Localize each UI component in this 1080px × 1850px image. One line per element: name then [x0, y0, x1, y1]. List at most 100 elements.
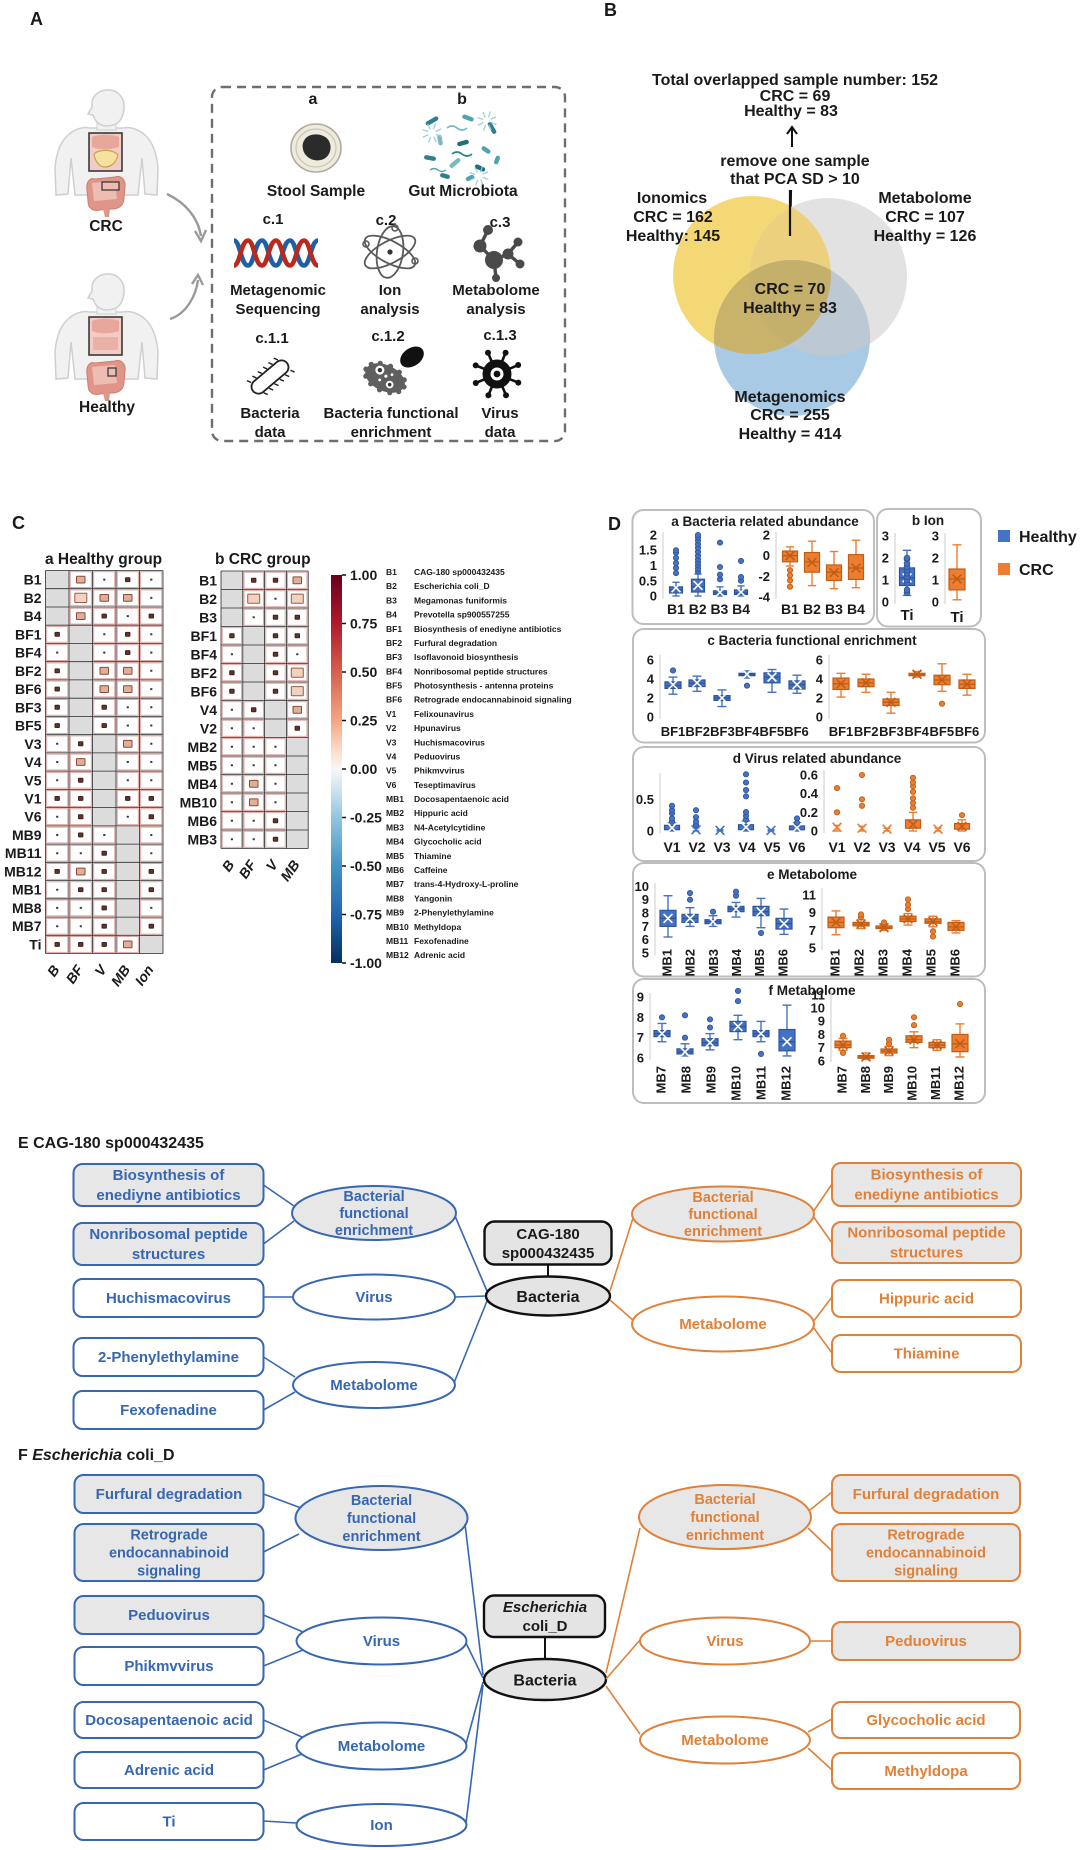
svg-text:2-Phenylethylamine: 2-Phenylethylamine: [98, 1349, 239, 1366]
svg-text:1: 1: [882, 573, 889, 588]
svg-text:V2: V2: [853, 839, 870, 855]
svg-text:-1.00: -1.00: [350, 955, 382, 971]
svg-text:2: 2: [816, 691, 823, 706]
svg-text:0: 0: [763, 548, 770, 563]
svg-text:1: 1: [650, 558, 657, 573]
svg-text:functional: functional: [339, 1206, 408, 1222]
svg-text:CRC = 255: CRC = 255: [750, 407, 830, 424]
svg-text:MB11: MB11: [753, 1066, 768, 1100]
svg-text:MB4: MB4: [729, 948, 744, 976]
svg-text:BF3: BF3: [879, 724, 904, 739]
svg-text:Glycocholic acid: Glycocholic acid: [866, 1712, 985, 1729]
svg-text:Virus: Virus: [481, 405, 518, 422]
svg-text:Nonribosomal peptide: Nonribosomal peptide: [89, 1226, 247, 1243]
svg-text:B4: B4: [732, 601, 750, 617]
svg-text:f Metabolome: f Metabolome: [768, 983, 855, 998]
svg-text:MB3: MB3: [875, 949, 890, 976]
svg-text:MB1: MB1: [827, 949, 842, 976]
svg-text:MB6: MB6: [187, 813, 217, 829]
svg-text:Adrenic acid: Adrenic acid: [414, 950, 465, 960]
svg-text:0: 0: [647, 824, 654, 839]
svg-text:8: 8: [818, 1027, 825, 1042]
svg-text:Biosynthesis of: Biosynthesis of: [113, 1167, 226, 1184]
svg-text:BF3: BF3: [15, 699, 42, 715]
svg-text:d Virus related abundance: d Virus related abundance: [733, 751, 902, 766]
svg-text:7: 7: [809, 923, 816, 938]
svg-text:Ion: Ion: [132, 962, 157, 988]
svg-text:B2: B2: [803, 601, 821, 617]
svg-text:signaling: signaling: [137, 1564, 201, 1580]
svg-text:MB4: MB4: [386, 837, 404, 847]
svg-text:MB12: MB12: [951, 1066, 966, 1101]
svg-text:c Bacteria functional enrichme: c Bacteria functional enrichment: [707, 633, 917, 648]
svg-text:a Bacteria related abundance: a Bacteria related abundance: [671, 514, 859, 529]
svg-text:Thiamine: Thiamine: [894, 1346, 960, 1363]
svg-text:7: 7: [818, 1040, 825, 1055]
svg-text:Docosapentaenoic acid: Docosapentaenoic acid: [85, 1712, 253, 1729]
svg-text:BF2: BF2: [191, 665, 218, 681]
svg-text:sp000432435: sp000432435: [502, 1245, 595, 1262]
svg-text:6: 6: [818, 1053, 825, 1068]
svg-text:6: 6: [637, 1051, 644, 1066]
svg-text:Furfural degradation: Furfural degradation: [853, 1486, 1000, 1503]
svg-text:MB7: MB7: [12, 918, 42, 934]
svg-text:0.4: 0.4: [800, 786, 819, 801]
svg-text:1.00: 1.00: [350, 567, 377, 583]
svg-text:Isoflavonoid biosynthesis: Isoflavonoid biosynthesis: [414, 652, 519, 662]
svg-text:BF5: BF5: [15, 718, 42, 734]
svg-text:Teseptimavirus: Teseptimavirus: [414, 780, 476, 790]
svg-text:V1: V1: [663, 839, 680, 855]
svg-text:c.1.2: c.1.2: [371, 328, 404, 345]
svg-text:V2: V2: [200, 720, 217, 736]
svg-text:BF5: BF5: [930, 724, 955, 739]
svg-text:BF4: BF4: [386, 666, 402, 676]
svg-text:Ion: Ion: [379, 282, 402, 299]
svg-text:Healthy = 414: Healthy = 414: [739, 426, 842, 443]
svg-text:BF1: BF1: [191, 628, 218, 644]
svg-text:Furfural degradation: Furfural degradation: [414, 638, 497, 648]
svg-text:0.2: 0.2: [800, 805, 818, 820]
svg-text:functional: functional: [690, 1510, 759, 1526]
svg-text:D: D: [608, 514, 621, 534]
svg-text:MB1: MB1: [659, 949, 674, 976]
svg-text:BF4: BF4: [735, 724, 760, 739]
svg-text:MB6: MB6: [775, 949, 790, 976]
svg-text:Ti: Ti: [162, 1814, 175, 1831]
svg-text:V1: V1: [24, 791, 41, 807]
svg-text:BF6: BF6: [15, 681, 42, 697]
svg-text:Glycocholic acid: Glycocholic acid: [414, 837, 482, 847]
svg-text:Bacteria: Bacteria: [516, 1289, 579, 1306]
svg-text:MB10: MB10: [905, 1066, 920, 1101]
svg-text:enrichment: enrichment: [335, 1223, 413, 1239]
svg-text:a Healthy group: a Healthy group: [45, 551, 162, 568]
svg-text:B1: B1: [386, 567, 397, 577]
svg-text:Phikmvvirus: Phikmvvirus: [414, 766, 465, 776]
svg-text:B1: B1: [24, 572, 42, 588]
svg-text:Healthy = 83: Healthy = 83: [743, 300, 837, 317]
svg-text:CRC = 69: CRC = 69: [760, 88, 831, 105]
svg-text:Retrograde endocannabinoid sig: Retrograde endocannabinoid signaling: [414, 695, 572, 705]
svg-text:MB5: MB5: [187, 757, 217, 773]
svg-text:Virus: Virus: [355, 1289, 392, 1306]
svg-text:Escherichia coli_D: Escherichia coli_D: [414, 581, 490, 591]
svg-text:Biosynthesis of enediyne antib: Biosynthesis of enediyne antibiotics: [414, 624, 562, 634]
svg-text:MB8: MB8: [678, 1066, 693, 1093]
svg-text:Megamonas funiformis: Megamonas funiformis: [414, 595, 507, 605]
svg-text:Ti: Ti: [900, 607, 913, 624]
svg-text:V3: V3: [878, 839, 895, 855]
svg-text:B4: B4: [847, 601, 865, 617]
svg-text:BF5: BF5: [760, 724, 785, 739]
svg-text:E CAG-180 sp000432435: E CAG-180 sp000432435: [18, 1135, 204, 1152]
svg-text:MB3: MB3: [187, 831, 217, 847]
svg-text:c.1.3: c.1.3: [483, 327, 516, 344]
svg-text:V1: V1: [386, 709, 397, 719]
svg-text:V2: V2: [688, 839, 705, 855]
svg-text:0.5: 0.5: [636, 792, 654, 807]
svg-text:V5: V5: [928, 839, 945, 855]
svg-text:0: 0: [647, 710, 654, 725]
svg-text:BF1: BF1: [829, 724, 854, 739]
svg-text:10: 10: [811, 1001, 825, 1016]
svg-text:Metabolome: Metabolome: [452, 282, 540, 299]
svg-text:Hippuric acid: Hippuric acid: [414, 808, 468, 818]
svg-text:enediyne antibiotics: enediyne antibiotics: [96, 1187, 240, 1204]
